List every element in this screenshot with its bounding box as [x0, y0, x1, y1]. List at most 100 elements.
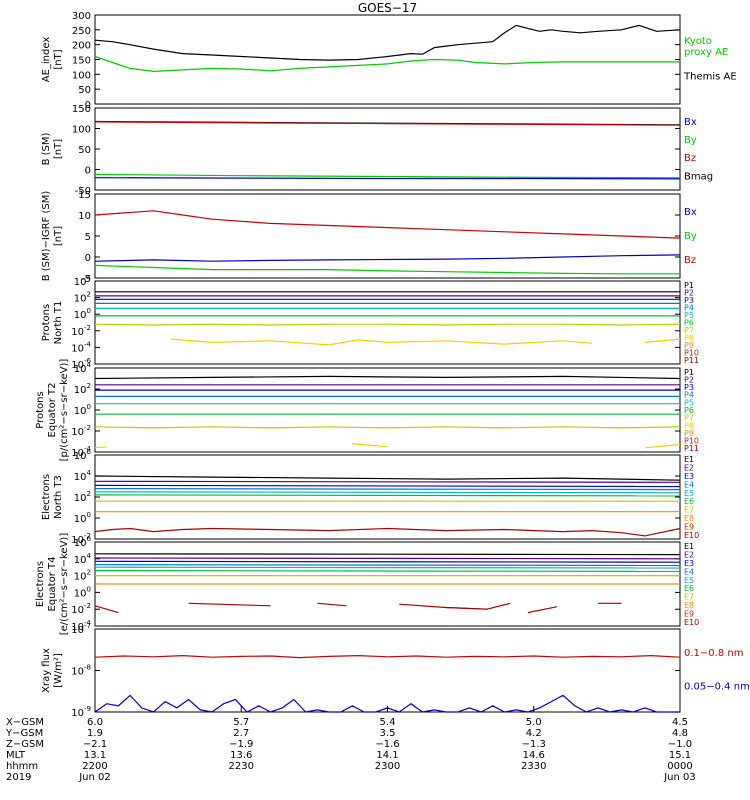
legend-entry: E2: [684, 551, 694, 560]
legend-entry: E5: [684, 489, 694, 498]
legend-entry: E10: [684, 531, 699, 540]
legend-entry: E4: [684, 567, 694, 576]
y-tick-label: 50: [78, 145, 91, 156]
legend-entry: proxy AE: [684, 47, 728, 58]
y-tick-label: 104: [74, 274, 92, 288]
y-tick-label: 100: [74, 307, 91, 321]
x-tick-label: 15.1: [669, 750, 691, 761]
x-tick-label: 6.0: [87, 717, 103, 728]
series-line: [94, 494, 681, 497]
y-axis-label: [nT]: [53, 139, 64, 159]
y-tick-label: 200: [72, 41, 91, 52]
y-axis-label: [nT]: [53, 226, 64, 246]
series-line: [644, 444, 681, 449]
y-axis-label: Electrons: [41, 474, 52, 520]
series-line: [445, 602, 511, 610]
legend-entry: P1: [684, 368, 694, 377]
y-tick-label: 150: [72, 104, 91, 115]
legend-entry: P5: [684, 398, 694, 407]
x-row-label: Y−GSM: [5, 728, 43, 739]
series-line: [94, 323, 681, 326]
legend-entry: E9: [684, 609, 694, 618]
series-line: [94, 488, 681, 491]
legend-entry: P10: [684, 437, 699, 446]
legend-entry: Bx: [684, 207, 697, 218]
y-tick-label: 104: [74, 361, 92, 375]
panel-2: -50 0 50 100 150 B (SM) [nT] Bx By Bz Bmag: [41, 104, 713, 197]
legend-entry: Themis AE: [683, 72, 737, 83]
legend-entry: E3: [684, 472, 694, 481]
series-line: [94, 121, 681, 126]
legend-entry: P11: [684, 356, 699, 365]
legend-entry: P6: [684, 406, 694, 415]
x-tick-label: 14.1: [376, 750, 398, 761]
legend-entry: P4: [684, 303, 694, 312]
legend-entry: Bmag: [684, 171, 713, 182]
y-tick-label: 106: [74, 448, 92, 462]
x-tick-label: −2.1: [83, 739, 107, 750]
legend-entry: By: [684, 135, 697, 146]
x-tick-label: 5.0: [526, 717, 542, 728]
plot-title: GOES−17: [358, 1, 417, 15]
y-axis-label: North T1: [53, 301, 64, 345]
x-tick-label: −1.9: [229, 739, 253, 750]
x-row-label: hhmm: [6, 761, 38, 772]
legend-entry: E6: [684, 497, 694, 506]
y-tick-label: 300: [72, 11, 91, 22]
x-tick-label: 13.6: [230, 750, 252, 761]
series-line: [527, 606, 558, 614]
legend-entry: P8: [684, 421, 694, 430]
legend-entry: By: [684, 231, 697, 242]
y-axis-label: Electrons: [35, 561, 46, 607]
series-line: [94, 375, 681, 380]
legend-entry: P3: [684, 383, 694, 392]
series-line: [94, 569, 681, 573]
panel-frame: [94, 367, 681, 453]
series-line: [94, 446, 107, 449]
legend-entry: E10: [684, 618, 699, 627]
y-axis-label: B (SM)−IGRF (SM): [41, 191, 52, 282]
series-line: [94, 557, 681, 560]
x-row-label: 2019: [6, 772, 31, 783]
x-tick-label: 14.6: [523, 750, 545, 761]
legend-entry: E8: [684, 514, 694, 523]
x-tick-label: −1.6: [375, 739, 399, 750]
legend-entry: E1: [684, 455, 694, 464]
panel-frame: [94, 628, 681, 713]
legend-entry: E4: [684, 480, 694, 489]
x-row-label: MLT: [6, 750, 26, 761]
x-tick-label: 4.2: [526, 728, 542, 739]
panel-1: 0 50 100 150 200 250 300 AE_index [nT] Kyotoproxy…: [41, 11, 737, 111]
x-row-label: X−GSM: [6, 717, 44, 728]
x-tick-label: 0000: [667, 761, 692, 772]
x-tick-label: 5.4: [380, 717, 396, 728]
series-line: [94, 475, 681, 481]
legend-entry: P10: [684, 349, 699, 358]
y-axis-label: [e/(cm²−s−sr−keV)]: [59, 533, 70, 636]
legend-entry: E6: [684, 584, 694, 593]
legend-entry: E7: [684, 593, 694, 602]
x-tick-label: 4.8: [672, 728, 688, 739]
y-tick-label: 50: [78, 85, 91, 96]
y-tick-label: 10-7: [71, 622, 91, 636]
series-line: [644, 338, 681, 343]
series-line: [94, 254, 681, 262]
y-tick-label: 104: [74, 469, 92, 483]
x-tick-label: 4.5: [672, 717, 688, 728]
y-tick-label: -50: [75, 186, 91, 197]
y-axis-label: Equator T2: [47, 383, 58, 438]
series-line: [94, 553, 681, 556]
x-tick-label: 1.9: [87, 728, 103, 739]
y-tick-label: 0: [85, 100, 91, 111]
x-tick-label: 13.1: [84, 750, 106, 761]
legend-entry: E8: [684, 601, 694, 610]
legend-entry: Bz: [684, 255, 696, 266]
legend-entry: P8: [684, 334, 694, 343]
legend-entry: E9: [684, 522, 694, 531]
y-tick-label: 100: [74, 585, 91, 599]
series-line: [94, 564, 681, 567]
